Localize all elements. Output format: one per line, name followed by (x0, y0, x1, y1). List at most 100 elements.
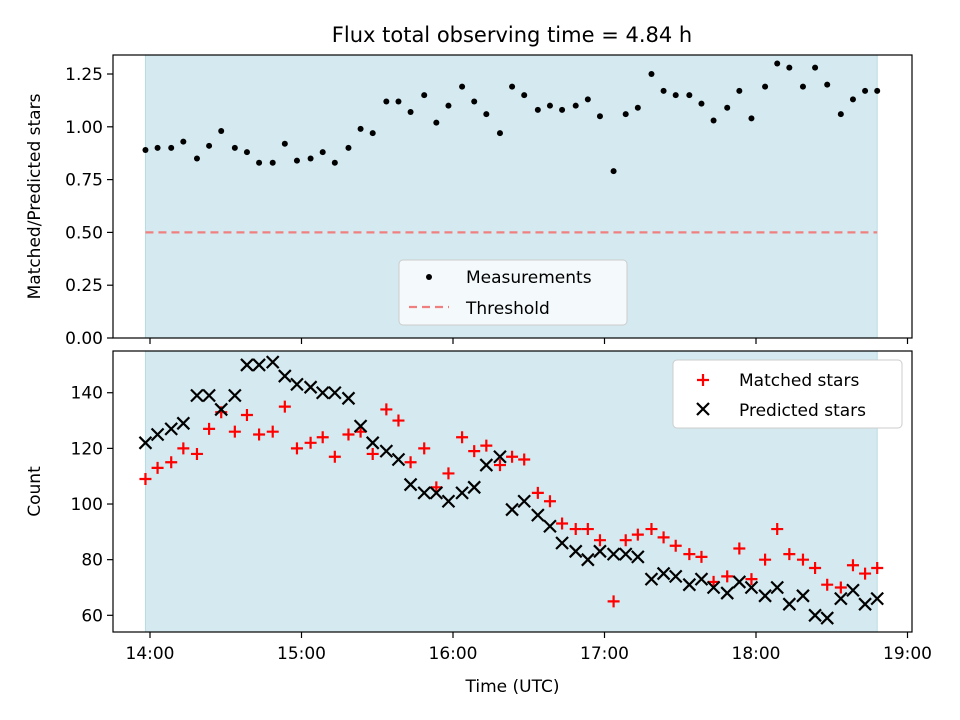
matched-star-point (871, 562, 884, 575)
x-axis-label: Time (UTC) (465, 677, 560, 697)
measurement-point (686, 92, 693, 99)
matched-star-point (518, 453, 531, 466)
predicted-star-point (808, 608, 822, 623)
legend-predicted-marker (696, 402, 710, 416)
measurement-point (218, 128, 225, 135)
matched-star-point (203, 422, 216, 435)
measurement-point (206, 142, 213, 149)
matched-star-point (619, 534, 632, 547)
matched-star-point (151, 461, 164, 474)
predicted-star-point (555, 536, 569, 550)
measurement-point (799, 83, 806, 90)
legend-frame (672, 359, 903, 429)
matched-star-point (796, 553, 809, 566)
predicted-star-point (531, 508, 545, 522)
predicted-star-point (631, 550, 645, 564)
matched-star-point (392, 414, 405, 427)
measurement-point (774, 60, 781, 67)
matched-star-point (266, 425, 279, 438)
matched-star-point (783, 548, 796, 561)
predicted-star-point (543, 519, 557, 534)
predicted-star-point (644, 572, 659, 586)
predicted-star-point (846, 583, 860, 598)
x-tick-label: 15:00 (277, 644, 326, 664)
predicted-star-point (164, 422, 178, 436)
matched-star-point (721, 570, 734, 583)
x-tick-label: 16:00 (429, 644, 478, 664)
matched-star-point (695, 550, 708, 563)
predicted-star-point (694, 572, 709, 586)
matched-star-point (304, 436, 317, 449)
y-tick-label: 100 (71, 495, 103, 515)
measurement-point (874, 87, 881, 94)
legend: Matched stars Predicted stars (672, 359, 903, 429)
measurement-point (142, 147, 149, 154)
matched-star-point (278, 400, 291, 413)
x-tick-label: 19:00 (883, 644, 932, 664)
matched-star-point (834, 581, 847, 594)
predicted-star-point (190, 388, 204, 403)
y-axis-label: Matched/Predicted stars (25, 93, 45, 299)
measurement-point (269, 159, 276, 166)
axes-frame (112, 54, 913, 339)
predicted-star-point (682, 577, 697, 592)
measurement-point (837, 111, 844, 118)
y-tick-label: 140 (71, 384, 103, 404)
matched-star-point (645, 523, 658, 536)
measurement-point (849, 96, 856, 103)
legend: Measurements Threshold (398, 259, 628, 326)
matched-star-point (328, 450, 341, 463)
predicted-star-point (429, 486, 444, 500)
measurement-point (736, 87, 743, 94)
measurement-point (421, 92, 428, 99)
y-tick-label: 60 (81, 606, 103, 626)
predicted-star-point (720, 586, 734, 600)
predicted-star-point (228, 388, 242, 403)
predicted-star-point (505, 502, 519, 517)
matched-star-point (354, 425, 367, 438)
predicted-star-point (365, 436, 380, 450)
measurement-point (471, 98, 478, 105)
predicted-star-point (858, 597, 872, 611)
matched-star-point (745, 573, 758, 586)
measurement-point (724, 104, 731, 111)
measurement-point (168, 144, 175, 151)
measurement-point (243, 149, 250, 156)
measurement-point (546, 102, 553, 109)
predicted-star-point (568, 544, 583, 559)
measurement-point (762, 83, 769, 90)
predicted-star-point (820, 611, 834, 625)
matched-star-point (139, 472, 152, 485)
axes-frame (112, 350, 913, 633)
predicted-star-point (870, 591, 884, 606)
predicted-star-point (668, 569, 683, 584)
measurement-point (622, 111, 629, 118)
panel-2: 14:00 15:00 16:00 17:00 18:00 19:00 60 80 100 120… (25, 350, 932, 697)
predicted-star-point (278, 369, 292, 383)
legend-frame (398, 259, 628, 326)
predicted-star-point (656, 566, 671, 581)
matched-star-point (683, 548, 696, 561)
matched-star-point (366, 447, 379, 460)
y-axis-label: Count (25, 466, 45, 517)
matched-star-point (228, 425, 241, 438)
y-tick-label: 1.25 (65, 65, 103, 85)
predicted-star-point (517, 494, 531, 509)
predicted-star-point (455, 486, 469, 500)
predicted-star-point (834, 591, 848, 606)
predicted-star-point (252, 358, 266, 372)
predicted-star-point (732, 575, 747, 589)
x-tick-label: 14:00 (126, 644, 175, 664)
matched-star-point (607, 595, 620, 608)
predicted-star-point (744, 580, 759, 595)
matched-star-point (418, 442, 431, 455)
y-tick-label: 1.00 (65, 118, 103, 138)
measurement-point (660, 87, 667, 94)
matched-star-point (733, 542, 746, 555)
predicted-star-point (493, 449, 507, 464)
measurement-point (672, 92, 679, 99)
matched-star-point (543, 495, 556, 508)
matched-star-point (771, 523, 784, 536)
matched-star-point (569, 523, 582, 536)
measurement-point (395, 98, 402, 105)
